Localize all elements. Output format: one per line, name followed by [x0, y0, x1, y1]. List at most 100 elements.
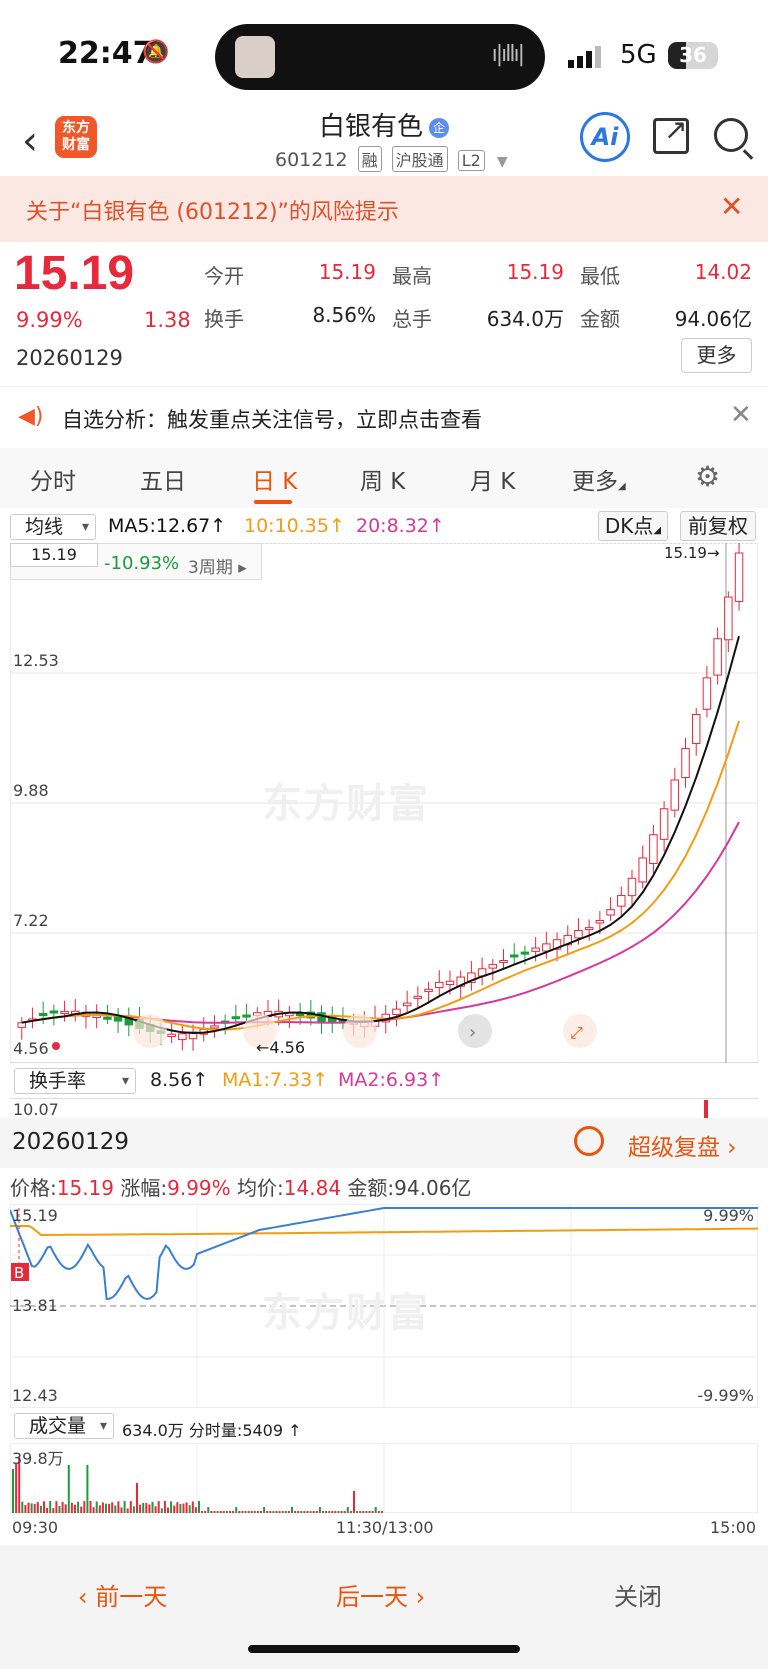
close-icon[interactable]: ✕: [730, 400, 752, 430]
candle: [210, 1025, 219, 1029]
buy-marker: B: [14, 1264, 24, 1282]
y-label-3: 7.22: [13, 911, 49, 930]
volume-bar: [64, 1504, 67, 1513]
y-label-4: 4.56: [13, 1039, 49, 1058]
indicator-selector[interactable]: 均线: [10, 514, 96, 540]
fullscreen-icon[interactable]: [563, 1014, 597, 1048]
volume-bar: [253, 1511, 256, 1513]
volume-bar: [318, 1507, 321, 1513]
change-amount: 1.38: [144, 308, 191, 332]
min-price-text: 4.56: [269, 1038, 306, 1057]
volume-bar: [185, 1502, 188, 1513]
volume-bar: [120, 1507, 123, 1513]
dk-point-button[interactable]: DK点◢: [598, 511, 668, 541]
volume-bar: [67, 1465, 70, 1513]
ai-button[interactable]: Ai: [580, 112, 630, 162]
nav-left-icon[interactable]: [133, 1014, 167, 1048]
candle: [113, 1016, 123, 1022]
volume-bar: [89, 1501, 92, 1513]
tab-daily-k[interactable]: 日 K: [252, 469, 298, 495]
quote-date: 20260129: [16, 346, 123, 370]
candle: [488, 964, 498, 969]
turnover-value-readout: 8.56↑: [150, 1069, 209, 1091]
volume-bar: [43, 1501, 45, 1513]
volume-bars: [12, 1457, 383, 1513]
share-icon[interactable]: [653, 113, 689, 154]
volume-bar: [39, 1505, 42, 1513]
battery-fill: [668, 42, 686, 69]
tab-intraday[interactable]: 分时: [30, 469, 76, 495]
volume-bar: [371, 1511, 374, 1513]
kline-svg[interactable]: › ⤢: [9, 541, 759, 1113]
volume-label: 总手: [392, 307, 432, 331]
top-value-box: 15.19: [10, 543, 98, 567]
risk-text[interactable]: 关于“白银有色 (601212)”的风险提示: [26, 200, 399, 225]
more-button[interactable]: 更多: [681, 338, 752, 373]
volume-readout: 634.0万 分时量:5409 ↑: [122, 1421, 302, 1440]
volume-bar: [170, 1501, 173, 1513]
volume-bar: [167, 1507, 169, 1513]
vol-minute: 5409: [242, 1421, 284, 1440]
stock-name: 白银有色: [318, 112, 423, 142]
turnover-selector[interactable]: 换手率: [14, 1068, 136, 1094]
adjust-button[interactable]: 前复权: [680, 511, 756, 541]
tab-weekly-k[interactable]: 周 K: [360, 469, 406, 495]
tab-more[interactable]: 更多◢: [572, 462, 626, 496]
volume-selector[interactable]: 成交量: [14, 1413, 114, 1439]
history-icon[interactable]: [574, 1126, 604, 1156]
search-icon[interactable]: [714, 118, 748, 152]
super-replay-label: 超级复盘: [628, 1135, 720, 1161]
volume-bar: [114, 1505, 117, 1513]
close-icon[interactable]: ✕: [720, 190, 744, 223]
nav-prev-icon[interactable]: [343, 1014, 377, 1048]
nav-next-icon[interactable]: [458, 1014, 492, 1048]
candle: [638, 857, 647, 883]
candle: [681, 748, 690, 779]
intraday-svg[interactable]: B: [9, 1203, 759, 1409]
volume-chart[interactable]: 39.8万: [9, 1442, 759, 1514]
turnover-ma2: MA2:6.93↑: [338, 1069, 445, 1091]
candle: [659, 808, 669, 840]
volume-bar: [136, 1483, 138, 1513]
ma5-value: MA5:12.67↑: [108, 515, 227, 537]
period-label[interactable]: 3周期 ▸: [188, 558, 247, 578]
volume-bar: [142, 1502, 145, 1513]
candle: [702, 677, 712, 710]
candle: [178, 1033, 187, 1041]
close-button[interactable]: 关闭: [614, 1583, 662, 1611]
chevron-down-icon[interactable]: ▼: [496, 154, 508, 170]
risk-banner[interactable]: 关于“白银有色 (601212)”的风险提示 ✕: [0, 176, 768, 242]
amount-label: 金额:: [347, 1176, 395, 1200]
prev-day-button[interactable]: ‹ 前一天: [78, 1583, 168, 1611]
volume-bar: [201, 1511, 204, 1513]
volume-bar: [191, 1501, 194, 1513]
turnover-ma1-text: MA1:7.33: [222, 1069, 313, 1091]
intraday-y-bot: 12.43: [12, 1386, 58, 1405]
volume-bar: [287, 1511, 290, 1513]
time-noon: 11:30/13:00: [336, 1518, 434, 1537]
intraday-chart[interactable]: B 15.19 13.81 12.43 9.99% -9.99% 东方财富: [9, 1203, 759, 1409]
ma10-value: 10:10.35↑: [244, 515, 345, 537]
zoom-in-icon[interactable]: [243, 1014, 277, 1048]
next-day-label: 后一天: [336, 1583, 408, 1611]
volume-bar: [105, 1503, 107, 1513]
volume-bar: [92, 1507, 95, 1513]
tab-monthly-k[interactable]: 月 K: [470, 469, 516, 495]
kline-chart[interactable]: › ⤢ 15.19 -10.93% 3周期 ▸ 15.19→ 12.53 9.8…: [9, 541, 759, 1113]
next-day-button[interactable]: 后一天 ›: [336, 1583, 426, 1611]
volume-bar: [154, 1506, 157, 1513]
back-icon[interactable]: ‹: [22, 118, 38, 164]
turnover-value: 8.56%: [312, 303, 376, 327]
time-open: 09:30: [12, 1518, 59, 1537]
detail-info-line: 价格:15.19 涨幅:9.99% 均价:14.84 金额:94.06亿: [10, 1172, 471, 1201]
alert-text[interactable]: 自选分析：触发重点关注信号，立即点击查看: [62, 408, 482, 432]
tab-five-day[interactable]: 五日: [140, 469, 186, 495]
volume-bar: [356, 1511, 359, 1513]
volume-bar: [284, 1511, 287, 1513]
super-replay-link[interactable]: 超级复盘 ›: [628, 1135, 737, 1161]
volume-bar: [238, 1511, 241, 1513]
dynamic-island[interactable]: ı|ıllı|: [215, 24, 545, 90]
time-close: 15:00: [710, 1518, 757, 1537]
gear-icon[interactable]: ⚙: [695, 460, 721, 493]
stock-code-line: 601212 融 沪股通 L2 ▼: [275, 146, 508, 172]
